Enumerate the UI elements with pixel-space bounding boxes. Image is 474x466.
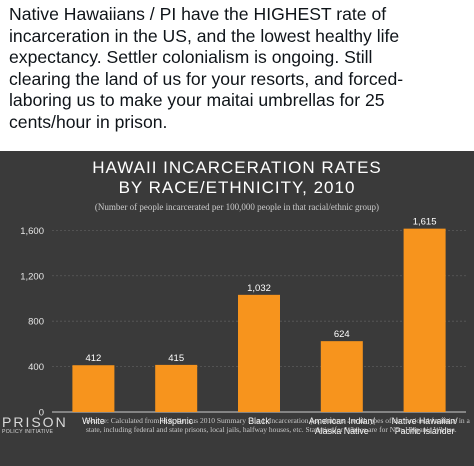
- chart-title-line-2: BY RACE/ETHNICITY, 2010: [118, 178, 356, 197]
- chart-subtitle: (Number of people incarcerated per 100,0…: [94, 202, 380, 212]
- x-tick-label: White: [82, 416, 105, 426]
- tweet-line: clearing the land of us for your resorts…: [9, 68, 404, 89]
- bar: [238, 294, 280, 412]
- y-tick-label: 0: [39, 408, 44, 419]
- logo-top-text: PRISON: [2, 414, 68, 430]
- bar: [403, 228, 446, 412]
- x-tick-label: Hispanic: [159, 416, 193, 426]
- bar: [320, 341, 363, 412]
- x-tick-label: American Indian/: [309, 416, 376, 426]
- x-tick-label: Black: [248, 416, 270, 426]
- bar-value-label: 624: [334, 329, 350, 340]
- y-tick-label: 1,200: [20, 271, 44, 282]
- y-tick-label: 1,600: [20, 226, 44, 237]
- prison-policy-logo: PRISON POLICY INITIATIVE: [2, 415, 68, 436]
- bar-value-label: 415: [168, 353, 184, 364]
- tweet-line: incarceration in the US, and the lowest …: [9, 25, 400, 46]
- bar: [72, 365, 115, 412]
- logo-bottom-text: POLICY INITIATIVE: [2, 429, 54, 435]
- tweet-line: cents/hour in prison.: [9, 111, 168, 132]
- x-tick-label: Native Hawaiian/: [392, 416, 459, 426]
- bar-value-label: 1,615: [413, 217, 437, 228]
- y-tick-label: 800: [28, 317, 44, 328]
- tweet-line: expectancy. Settler colonialism is ongoi…: [9, 47, 373, 68]
- source-note: Source: Calculated from U.S. Census 2010…: [86, 416, 470, 434]
- tweet-text: Native Hawaiians / PI have the HIGHEST r…: [9, 4, 469, 134]
- bar-chart: 0 400 800 1,200 1,600 412 White 415 Hispanic 1,03…: [20, 217, 466, 436]
- tweet-line: Native Hawaiians / PI have the HIGHEST r…: [9, 4, 387, 24]
- x-tick-label: Pacific Islander: [395, 426, 455, 436]
- chart-image[interactable]: HAWAII INCARCERATION RATES BY RACE/ETHNI…: [0, 151, 474, 466]
- bar: [155, 364, 198, 412]
- chart-title-line-1: HAWAII INCARCERATION RATES: [92, 158, 382, 177]
- bar-value-label: 412: [85, 353, 101, 364]
- bar-value-label: 1,032: [247, 283, 271, 294]
- y-tick-label: 400: [28, 362, 44, 373]
- tweet-line: laboring us to make your maitai umbrella…: [9, 90, 385, 111]
- x-tick-label: Alaska Native: [315, 426, 369, 436]
